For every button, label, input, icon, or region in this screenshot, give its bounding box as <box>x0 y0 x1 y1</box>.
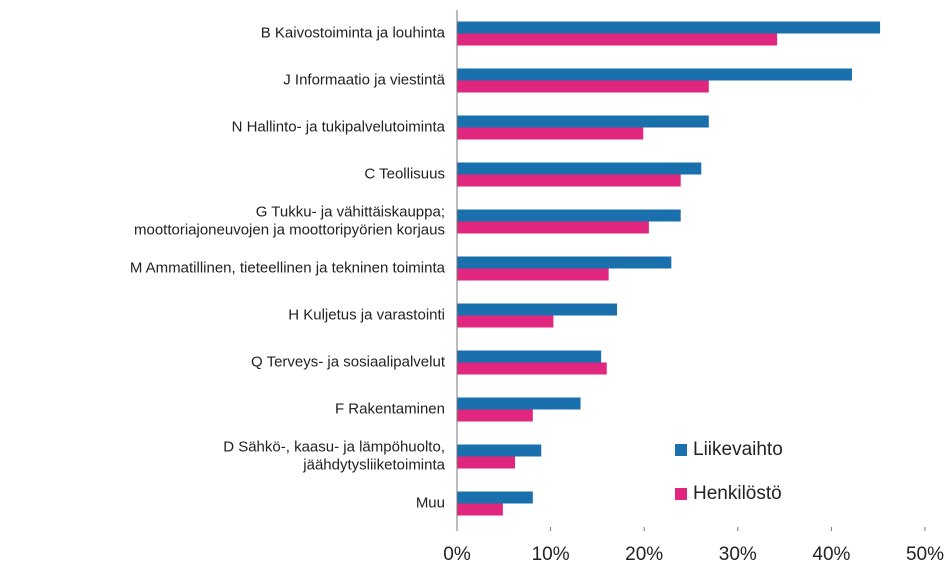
bar <box>457 315 554 328</box>
category-label: D Sähkö-, kaasu- ja lämpöhuolto, jäähdyty… <box>223 438 445 473</box>
bar <box>457 162 702 175</box>
category-label: G Tukku- ja vähittäiskauppa; moottoriajon… <box>134 203 445 238</box>
category-label: J Informaatio ja viestintä <box>283 71 445 88</box>
bar <box>457 127 644 140</box>
x-tick-label: 40% <box>812 544 850 565</box>
bar <box>457 503 503 516</box>
bar <box>457 221 649 234</box>
legend-label: Liikevaihto <box>693 439 783 460</box>
bar <box>457 80 709 93</box>
category-label: F Rakentaminen <box>335 400 445 417</box>
x-tick-label: 50% <box>906 544 944 565</box>
bar <box>457 115 709 128</box>
legend-swatch <box>675 488 687 500</box>
legend-label: Henkilöstö <box>693 483 782 504</box>
x-tick-label: 0% <box>443 544 471 565</box>
category-label: N Hallinto- ja tukipalvelutoiminta <box>232 118 446 135</box>
bar <box>457 68 852 81</box>
bar <box>457 21 881 34</box>
bar <box>457 256 672 269</box>
bar <box>457 303 618 316</box>
bar <box>457 456 516 469</box>
bar <box>457 33 778 46</box>
x-tick-label: 10% <box>532 544 570 565</box>
bar <box>457 444 542 457</box>
bar <box>457 350 602 363</box>
category-label: H Kuljetus ja varastointi <box>288 306 445 323</box>
category-label: Muu <box>416 494 445 511</box>
category-label: Q Terveys- ja sosiaalipalvelut <box>251 353 446 370</box>
bar <box>457 409 533 422</box>
legend-swatch <box>675 444 687 456</box>
bar <box>457 491 533 504</box>
x-tick-label: 20% <box>625 544 663 565</box>
category-label: C Teollisuus <box>364 165 445 182</box>
category-label: B Kaivostoiminta ja louhinta <box>261 24 446 41</box>
bar <box>457 174 681 187</box>
bar <box>457 362 607 375</box>
bar <box>457 397 581 410</box>
bar <box>457 209 681 222</box>
x-tick-label: 30% <box>719 544 757 565</box>
category-label: M Ammatillinen, tieteellinen ja tekninen… <box>130 259 446 276</box>
bar <box>457 268 609 281</box>
